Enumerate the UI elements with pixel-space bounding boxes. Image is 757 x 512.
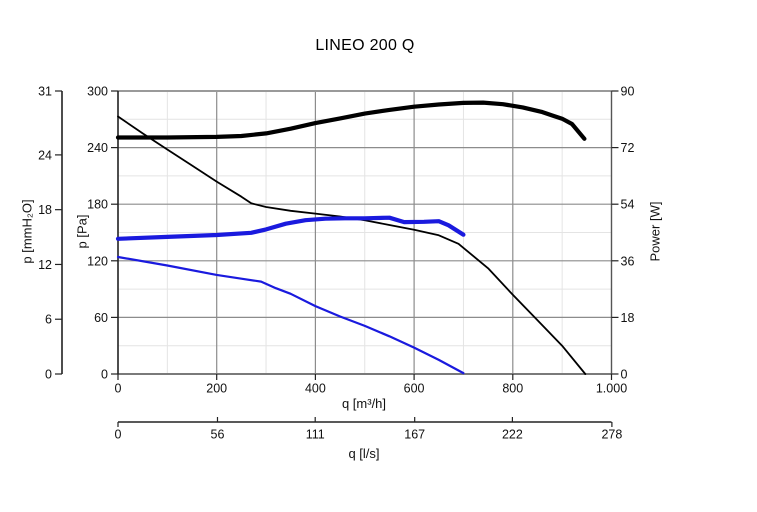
mmh2o-tick-label: 31 <box>38 85 52 99</box>
power-tick-label: 18 <box>621 311 635 325</box>
x-tick-label: 400 <box>305 382 326 396</box>
mmh2o-tick-label: 18 <box>38 203 52 217</box>
power-tick-label: 72 <box>621 141 635 155</box>
power-tick-label: 54 <box>621 198 635 212</box>
ls-tick-label: 222 <box>502 428 523 442</box>
ls-tick-label: 56 <box>211 428 225 442</box>
pa-tick-label: 180 <box>87 198 108 212</box>
x-axis-label-m3h: q [m³/h] <box>341 396 387 411</box>
x-tick-label: 1.000 <box>596 382 627 396</box>
curve-power-high-speed <box>115 100 587 141</box>
x-tick-label: 200 <box>206 382 227 396</box>
mmh2o-tick-label: 24 <box>38 148 52 162</box>
x-tick-label: 600 <box>404 382 425 396</box>
ls-tick-label: 167 <box>404 428 425 442</box>
power-tick-label: 36 <box>621 254 635 268</box>
x-axis-label-ls: q [l/s] <box>348 446 380 461</box>
pa-tick-label: 60 <box>94 311 108 325</box>
curve-power-low-speed <box>115 215 466 241</box>
power-tick-label: 90 <box>621 85 635 99</box>
pa-tick-label: 120 <box>87 254 108 268</box>
ls-tick-label: 0 <box>115 428 122 442</box>
ls-tick-label: 278 <box>601 428 622 442</box>
mmh2o-tick-label: 0 <box>45 368 52 382</box>
x-tick-label: 0 <box>115 382 122 396</box>
pa-tick-label: 0 <box>101 368 108 382</box>
mmh2o-tick-label: 12 <box>38 258 52 272</box>
curve-pressure-high-speed <box>117 115 587 375</box>
pa-tick-label: 240 <box>87 141 108 155</box>
pa-tick-label: 300 <box>87 85 108 99</box>
mmh2o-tick-label: 6 <box>45 313 52 327</box>
chart-title: LINEO 200 Q <box>315 37 415 54</box>
curve-pressure-low-speed <box>116 255 465 375</box>
x-tick-label: 800 <box>502 382 523 396</box>
ls-tick-label: 111 <box>306 428 325 442</box>
power-tick-label: 0 <box>621 368 628 382</box>
